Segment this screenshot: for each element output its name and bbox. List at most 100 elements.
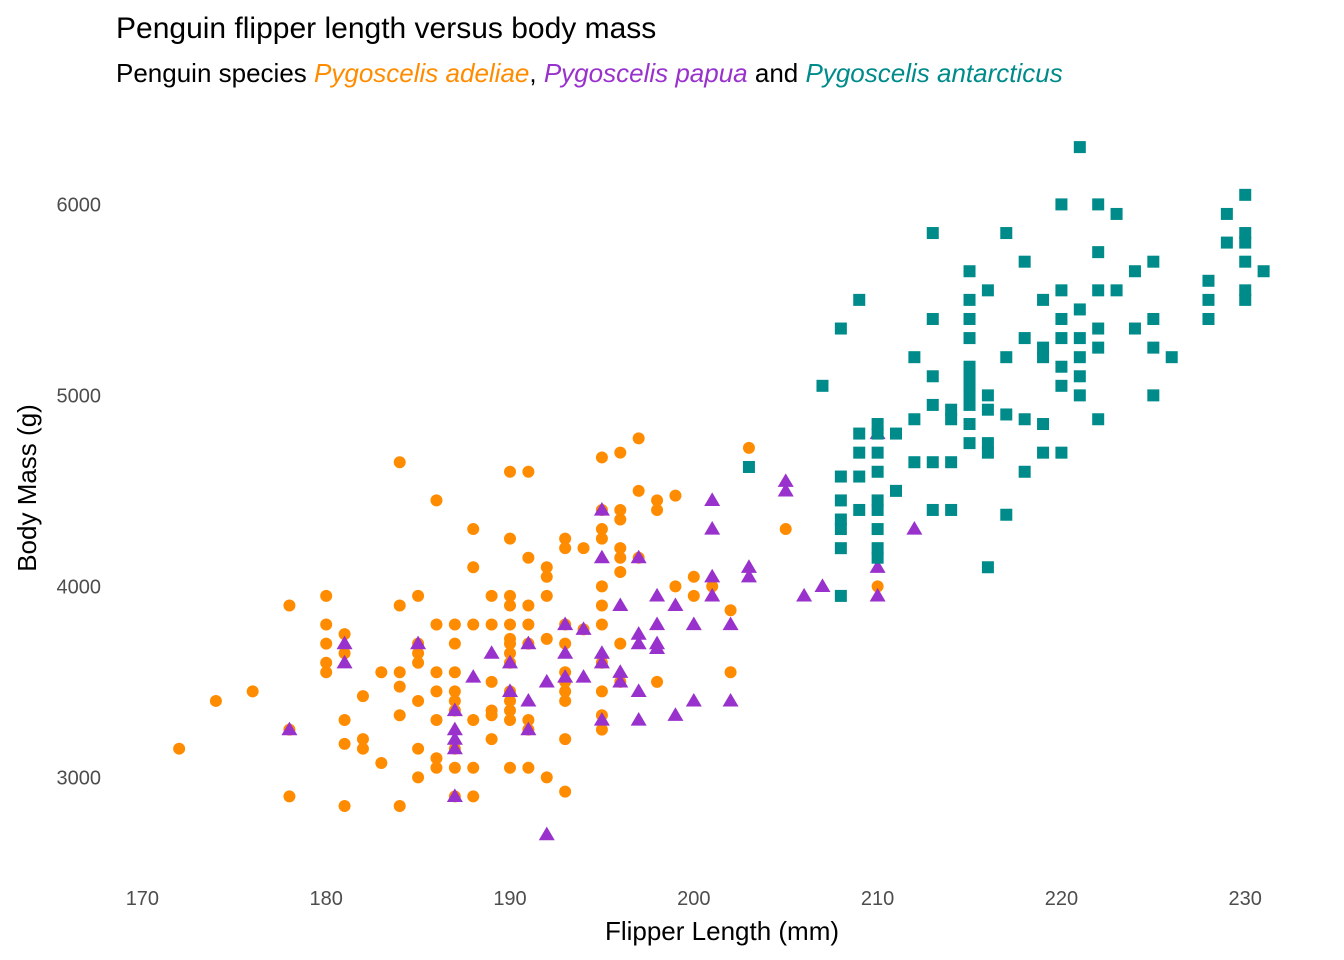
data-point [575, 621, 592, 635]
data-point [540, 570, 553, 583]
y-tick-label: 4000 [57, 576, 102, 598]
data-point [963, 370, 976, 383]
data-point [687, 589, 700, 602]
data-point [630, 635, 647, 650]
data-point [1092, 284, 1105, 297]
data-point [614, 446, 627, 459]
data-point [1037, 418, 1050, 431]
data-point [1018, 255, 1031, 268]
data-point [649, 616, 666, 631]
data-point [963, 293, 976, 306]
data-point [1055, 379, 1068, 392]
data-point [651, 494, 664, 507]
data-point [777, 482, 794, 497]
data-point [1073, 351, 1086, 364]
data-point [412, 694, 425, 707]
series-adeliae [173, 432, 884, 812]
data-point [595, 523, 608, 536]
data-point [871, 418, 884, 431]
data-point [393, 680, 406, 693]
data-point [412, 771, 425, 784]
data-point [724, 666, 737, 679]
data-point [685, 692, 702, 707]
data-point [559, 532, 572, 545]
data-point [1055, 446, 1068, 459]
data-point [540, 561, 553, 574]
subtitle-prefix: Penguin species [116, 58, 315, 88]
data-point [908, 351, 921, 364]
data-point [1000, 227, 1013, 240]
data-point [522, 761, 535, 774]
x-tick-label: 190 [493, 888, 526, 910]
data-point [614, 513, 627, 526]
data-point [853, 293, 866, 306]
data-point [336, 654, 353, 669]
data-point [467, 714, 480, 727]
data-point [393, 599, 406, 612]
data-point [722, 692, 739, 707]
chart-subtitle: Penguin species Pygoscelis adeliae, Pygo… [116, 58, 1063, 89]
data-point [630, 549, 647, 564]
data-point [356, 742, 369, 755]
data-point [504, 599, 516, 612]
x-tick-label: 220 [1045, 888, 1078, 910]
data-point [485, 709, 498, 722]
data-point [375, 666, 388, 679]
data-point [467, 761, 480, 774]
data-point [926, 456, 939, 469]
data-point [504, 647, 516, 660]
y-axis-title: Body Mass (g) [12, 404, 42, 572]
data-point [412, 656, 425, 669]
data-point [522, 465, 535, 478]
data-point [834, 470, 847, 483]
data-point [685, 616, 702, 631]
data-point [577, 542, 590, 555]
data-point [559, 785, 572, 798]
data-point [814, 578, 831, 592]
subtitle-separator-1: , [529, 58, 544, 88]
data-point [706, 580, 719, 593]
data-point [981, 561, 994, 574]
data-point [446, 731, 463, 745]
data-point [538, 826, 555, 841]
data-point [1147, 341, 1160, 354]
data-point [614, 542, 627, 555]
data-point [908, 456, 921, 469]
data-point [246, 685, 259, 698]
data-point [612, 673, 629, 688]
x-tick-label: 200 [677, 888, 710, 910]
data-point [540, 771, 553, 784]
data-point [467, 523, 480, 536]
data-point [630, 626, 647, 640]
data-point [834, 542, 847, 555]
data-point [945, 456, 958, 469]
data-point [871, 551, 884, 564]
data-point [393, 666, 406, 679]
data-point [632, 484, 645, 497]
data-point [593, 712, 610, 726]
y-tick-label: 5000 [57, 385, 102, 407]
data-point [557, 645, 574, 659]
data-point [871, 523, 884, 536]
data-point [669, 489, 682, 502]
data-point [1092, 413, 1105, 426]
data-point [522, 599, 535, 612]
data-point [724, 604, 737, 617]
data-point [593, 654, 610, 669]
data-point [504, 704, 516, 717]
data-point [1239, 284, 1252, 297]
data-point [926, 227, 939, 240]
data-point [502, 683, 518, 697]
data-point [593, 549, 610, 564]
data-point [430, 714, 443, 727]
data-point [1092, 198, 1105, 211]
data-point [1037, 446, 1050, 459]
x-tick-label: 210 [861, 888, 894, 910]
data-point [1037, 341, 1050, 354]
data-point [1018, 465, 1031, 478]
data-point [520, 692, 537, 707]
data-point [704, 568, 721, 583]
data-point [557, 616, 574, 631]
data-point [1073, 370, 1086, 383]
